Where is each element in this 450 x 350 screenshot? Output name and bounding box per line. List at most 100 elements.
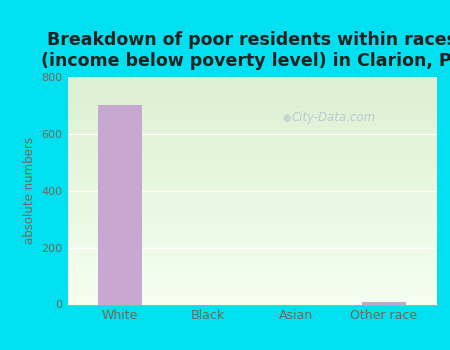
Bar — [68, 134, 436, 136]
Bar — [68, 270, 436, 273]
Bar — [68, 109, 436, 111]
Bar — [68, 175, 436, 177]
Bar — [68, 239, 436, 241]
Bar — [68, 148, 436, 150]
Bar — [68, 86, 436, 88]
Bar — [68, 241, 436, 243]
Bar — [68, 279, 436, 282]
Bar — [68, 79, 436, 82]
Bar — [68, 95, 436, 97]
Bar — [68, 139, 436, 141]
Bar — [68, 250, 436, 252]
Bar — [68, 261, 436, 264]
Bar — [68, 188, 436, 191]
Bar — [68, 268, 436, 270]
Bar — [68, 234, 436, 236]
Bar — [68, 223, 436, 225]
Text: ●: ● — [283, 113, 291, 123]
Bar — [68, 177, 436, 179]
Bar — [68, 295, 436, 298]
Bar — [68, 195, 436, 197]
Bar — [68, 132, 436, 134]
Bar — [68, 225, 436, 227]
Bar — [68, 120, 436, 122]
Bar — [68, 166, 436, 168]
Bar — [68, 163, 436, 166]
Bar — [68, 102, 436, 104]
Bar — [68, 288, 436, 291]
Bar — [68, 179, 436, 182]
Bar — [68, 184, 436, 186]
Bar — [68, 111, 436, 113]
Bar — [68, 209, 436, 211]
Bar — [68, 88, 436, 91]
Bar — [68, 257, 436, 259]
Bar — [68, 211, 436, 213]
Bar — [68, 170, 436, 173]
Bar — [68, 91, 436, 93]
Bar — [68, 282, 436, 284]
Bar — [68, 298, 436, 300]
Bar — [68, 248, 436, 250]
Bar — [68, 129, 436, 132]
Bar — [68, 264, 436, 266]
Bar — [68, 122, 436, 125]
Bar — [68, 286, 436, 288]
Bar — [68, 245, 436, 248]
Title: Breakdown of poor residents within races
(income below poverty level) in Clarion: Breakdown of poor residents within races… — [41, 31, 450, 70]
Bar — [68, 284, 436, 286]
Bar — [68, 302, 436, 304]
Bar — [68, 277, 436, 279]
Bar — [68, 106, 436, 109]
Bar — [68, 197, 436, 200]
Bar — [68, 230, 436, 232]
Bar — [68, 84, 436, 86]
Bar — [68, 214, 436, 216]
Bar — [68, 252, 436, 254]
Bar — [68, 93, 436, 95]
Bar — [68, 291, 436, 293]
Bar — [68, 200, 436, 202]
Bar — [68, 275, 436, 277]
Bar — [68, 227, 436, 230]
Bar — [68, 202, 436, 204]
Bar — [68, 100, 436, 102]
Bar — [68, 150, 436, 152]
Bar — [68, 97, 436, 100]
Bar — [68, 116, 436, 118]
Bar — [68, 206, 436, 209]
Bar — [68, 220, 436, 223]
Bar — [68, 127, 436, 130]
Bar — [68, 152, 436, 154]
Bar — [68, 104, 436, 107]
Bar — [68, 173, 436, 175]
Bar — [68, 136, 436, 139]
Bar — [362, 302, 406, 304]
Bar — [68, 82, 436, 84]
Bar — [68, 118, 436, 120]
Bar — [68, 232, 436, 234]
Bar — [68, 161, 436, 163]
Bar — [68, 300, 436, 302]
Bar — [68, 266, 436, 268]
Bar — [68, 182, 436, 184]
Bar — [68, 186, 436, 189]
Bar — [68, 145, 436, 148]
Bar — [68, 236, 436, 239]
Bar — [68, 113, 436, 116]
Bar — [68, 168, 436, 170]
Text: City-Data.com: City-Data.com — [291, 111, 375, 125]
Bar — [68, 141, 436, 143]
Bar — [68, 77, 436, 79]
Bar — [68, 157, 436, 159]
Bar — [98, 105, 142, 304]
Y-axis label: absolute numbers: absolute numbers — [23, 137, 36, 244]
Bar — [68, 254, 436, 257]
Bar — [68, 273, 436, 275]
Bar — [68, 293, 436, 295]
Bar — [68, 193, 436, 195]
Bar — [68, 191, 436, 193]
Bar — [68, 125, 436, 127]
Bar — [68, 154, 436, 157]
Bar — [68, 259, 436, 261]
